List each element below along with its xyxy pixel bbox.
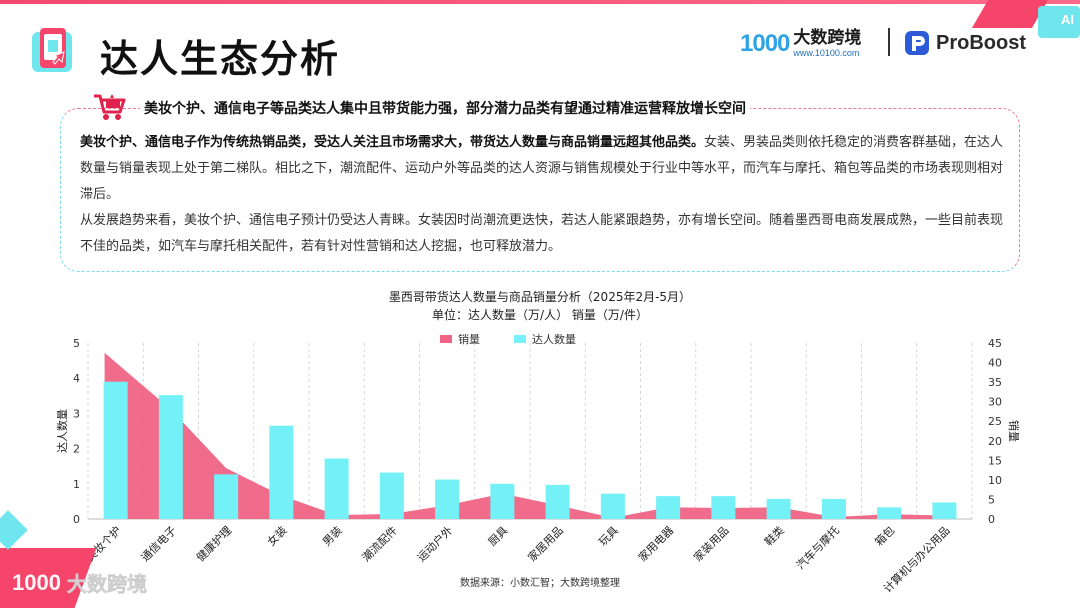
ai-badge: AI [1061,12,1074,27]
logo-name: 大数跨境 [793,28,862,48]
category-label: 女装 [264,523,289,548]
summary-paragraph-2: 从发展趋势来看，美妆个护、通信电子预计仍受达人青睐。女装因时尚潮流更迭快，若达人… [80,213,1004,254]
right-tick-label: 30 [988,396,1002,409]
influencer-bar-6 [435,479,460,519]
influencer-bar-9 [600,493,625,519]
legend-label-sales: 销量 [458,333,480,346]
right-tick-label: 5 [988,493,995,506]
category-label: 家用电器 [635,523,676,564]
category-label: 潮流配件 [359,523,400,564]
influencer-bar-10 [656,496,681,519]
influencer-bar-11 [711,496,736,519]
influencer-bar-15 [932,502,957,519]
proboost-name: ProBoost [936,31,1026,54]
category-label: 健康护理 [193,523,234,564]
shopping-cart-icon [94,94,126,120]
influencer-bar-3 [269,425,294,519]
influencer-bar-2 [214,474,239,519]
left-tick-label: 1 [73,478,80,491]
dashujingjing-logo: 1000 大数跨境 www.10100.com [740,26,861,62]
category-label: 鞋类 [761,523,786,548]
influencer-bar-5 [379,472,404,519]
right-tick-label: 10 [988,474,1002,487]
influencer-bar-1 [158,395,183,519]
right-tick-label: 35 [988,376,1002,389]
legend-item-sales: 销量 [440,331,480,347]
right-tick-label: 40 [988,357,1002,370]
watermark-name: 大数跨境 [66,572,148,597]
top-accent-stripe [0,0,1080,4]
right-tick-label: 25 [988,415,1002,428]
right-tick-label: 20 [988,435,1002,448]
left-tick-label: 0 [73,513,80,526]
category-label: 汽车与摩托 [793,523,842,572]
category-label: 通信电子 [139,524,179,564]
page-title: 达人生态分析 [100,37,341,81]
category-label: 玩具 [596,524,621,549]
legend-item-influencers: 达人数量 [514,331,576,347]
right-tick-label: 15 [988,454,1002,467]
left-tick-label: 4 [73,372,80,385]
category-label: 男装 [320,524,345,549]
watermark: 1000 大数跨境 [12,568,147,597]
influencer-bar-14 [877,507,902,519]
category-label: 家装用品 [690,523,731,564]
category-label: 家居用品 [525,523,566,564]
right-tick-label: 45 [988,337,1002,350]
summary-paragraph-1: 美妆个护、通信电子作为传统热销品类，受达人关注且市场需求大，带货达人数量与商品销… [80,130,1010,208]
corner-decoration-top-right-cyan [1038,6,1080,38]
right-tick-label: 0 [988,513,995,526]
influencer-bar-8 [545,484,570,519]
chart-legend: 销量 达人数量 [440,331,576,347]
left-tick-label: 3 [73,407,80,420]
logo-divider [888,28,890,56]
summary-paragraph-1-rest: 女装、男装品类则依托稳定的消费客群基础，在达人数量与销量表现上处于第二梯队。相比… [80,135,1004,202]
category-label: 箱包 [872,523,897,548]
left-axis-title: 达人数量 [56,409,69,453]
summary-paragraph-1-bold: 美妆个护、通信电子作为传统热销品类，受达人关注且市场需求大，带货达人数量与商品销… [80,135,705,150]
influencer-bar-12 [766,498,791,519]
proboost-icon [905,31,929,55]
category-label: 运动户外 [414,523,455,564]
chart-title: 墨西哥带货达人数量与商品销量分析（2025年2月-5月） [388,290,692,304]
summary-headline: 美妆个护、通信电子等品类达人集中且带货能力强，部分潜力品类有望通过精准运营释放增… [140,98,750,118]
legend-swatch-influencers [514,335,526,343]
chart-subtitle: 单位：达人数量（万/人） 销量（万/件） [432,308,648,322]
chart-source: 数据来源：小数汇智；大数跨境整理 [460,578,620,589]
left-tick-label: 5 [73,337,80,350]
influencer-bar-4 [324,458,349,519]
proboost-logo: ProBoost [904,28,1026,58]
right-axis-title: 销量 [1007,420,1021,442]
logo-url: www.10100.com [793,48,860,58]
left-tick-label: 2 [73,443,80,456]
legend-swatch-sales [440,335,452,343]
influencer-bar-13 [821,498,846,519]
phone-store-icon [32,28,72,72]
legend-label-influencers: 达人数量 [532,333,576,346]
influencer-bar-7 [490,483,515,519]
influencer-bar-0 [103,381,128,519]
category-label: 厨具 [486,524,511,549]
logo-mark: 1000 [740,30,790,57]
sales-area [104,352,945,519]
watermark-mark: 1000 [12,569,61,595]
